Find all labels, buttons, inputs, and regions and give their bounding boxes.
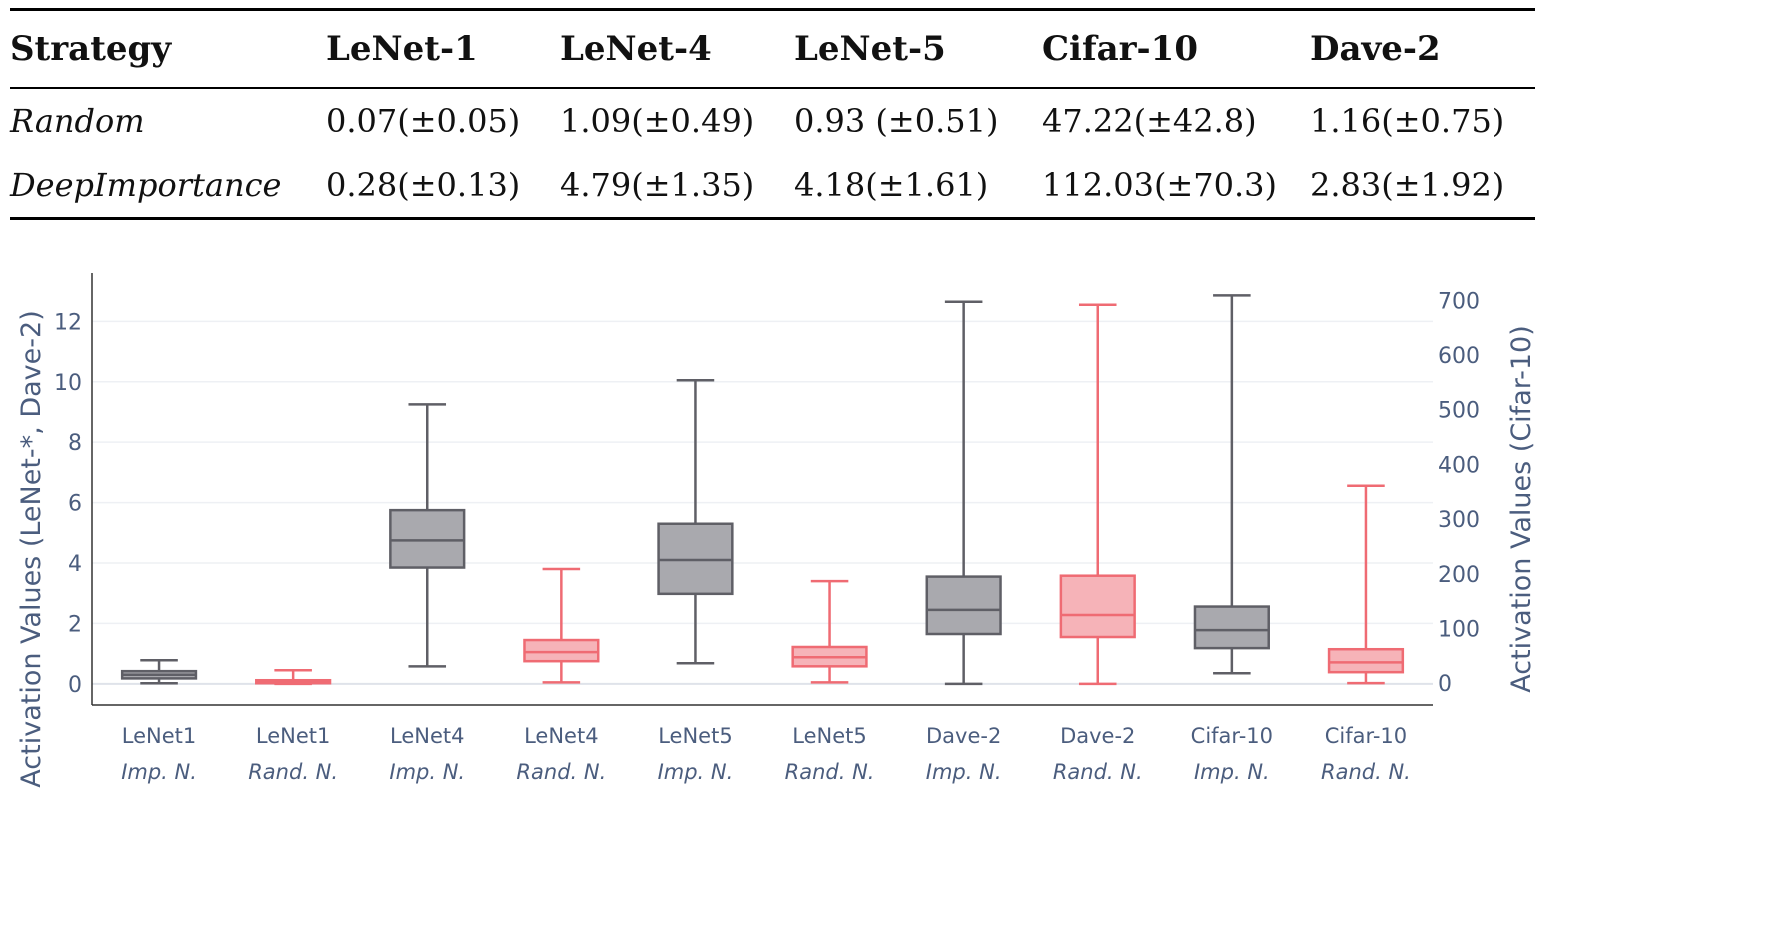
header-lenet-5: LeNet-5: [794, 28, 946, 69]
row-deepimportance-lenet-4: 4.79(±1.35): [560, 166, 755, 204]
category-labels: LeNet1 Imp. N. LeNet1 Rand. N. LeNet4 Imp. N.…: [121, 724, 1411, 784]
iqr-box: [523, 638, 600, 663]
y-tick-label-right: 500: [1438, 399, 1480, 424]
box-lenet1-importance: [120, 659, 198, 685]
box-cifar-10-random: [1327, 484, 1405, 685]
row-deepimportance-dave-2: 2.83(±1.92): [1310, 166, 1505, 204]
y-tick-label-left: 4: [68, 552, 82, 577]
row-random-lenet-5: 0.93 (±0.51): [794, 101, 999, 140]
box-lenet4-random: [523, 567, 600, 684]
row-random-dave-2: 1.16(±0.75): [1310, 101, 1505, 140]
row-random-strategy: Random: [10, 101, 145, 140]
y-axis-title-left: Activation Values (LeNet-*, Dave-2): [16, 310, 47, 787]
iqr-box: [1327, 647, 1405, 674]
y-tick-label-left: 6: [68, 492, 82, 517]
x-tick-label: Dave-2: [1060, 724, 1135, 748]
x-tick-label: Dave-2: [926, 724, 1001, 748]
iqr-box: [925, 575, 1002, 636]
boxes: [120, 294, 1405, 686]
y-tick-label-right: 300: [1438, 508, 1480, 533]
row-deepimportance-lenet-5: 4.18(±1.61): [794, 166, 989, 204]
table-row: Random 0.07(±0.05) 1.09(±0.49) 0.93 (±0.…: [10, 88, 1535, 154]
grid-lines: [92, 320, 1433, 685]
iqr-box: [1193, 605, 1270, 650]
x-tick-label: LeNet5: [658, 724, 732, 748]
x-tick-sublabel: Imp. N.: [658, 760, 734, 784]
y-tick-label-left: 2: [68, 612, 82, 637]
x-tick-label: LeNet1: [122, 724, 196, 748]
y-tick-label-right: 700: [1438, 289, 1480, 314]
y-tick-label-left: 0: [68, 673, 82, 698]
x-tick-label: LeNet5: [792, 724, 866, 748]
x-tick-sublabel: Imp. N.: [121, 760, 197, 784]
y-tick-label-right: 100: [1438, 617, 1480, 642]
x-tick-sublabel: Rand. N.: [1053, 760, 1143, 784]
box-cifar-10-importance: [1193, 294, 1270, 675]
header-strategy: Strategy: [10, 28, 172, 69]
y-tick-label-left: 8: [68, 431, 82, 456]
iqr-box: [1059, 574, 1136, 639]
box-plot-chart: 0 2 4 6 8 10 12 0 100 200 300 400 500 600 700 LeNet1 Im…: [16, 273, 1537, 788]
header-lenet-1: LeNet-1: [326, 28, 478, 69]
x-tick-sublabel: Rand. N.: [516, 760, 606, 784]
y-tick-label-left: 10: [54, 371, 82, 396]
box-lenet1-random: [255, 669, 332, 686]
axes: 0 2 4 6 8 10 12 0 100 200 300 400 500 600 700: [54, 273, 1480, 706]
y-axis-title-right: Activation Values (Cifar-10): [1506, 325, 1537, 693]
y-tick-label-right: 0: [1438, 672, 1452, 697]
y-tick-label-right: 600: [1438, 344, 1480, 369]
box-lenet5-importance: [657, 378, 734, 665]
iqr-box: [389, 508, 466, 569]
x-tick-label: LeNet4: [524, 724, 598, 748]
x-tick-sublabel: Rand. N.: [248, 760, 338, 784]
header-cifar-10: Cifar-10: [1042, 28, 1198, 69]
row-random-lenet-1: 0.07(±0.05): [326, 101, 521, 140]
results-table: Strategy LeNet-1 LeNet-4 LeNet-5 Cifar-1…: [10, 8, 1535, 220]
row-random-lenet-4: 1.09(±0.49): [560, 101, 755, 140]
row-random-cifar-10: 47.22(±42.8): [1042, 101, 1257, 140]
x-tick-sublabel: Imp. N.: [1194, 760, 1270, 784]
box-lenet5-random: [791, 579, 868, 684]
table-row: DeepImportance 0.28(±0.13) 4.79(±1.35) 4…: [10, 153, 1535, 219]
x-tick-label: LeNet1: [256, 724, 330, 748]
x-tick-sublabel: Imp. N.: [389, 760, 465, 784]
x-tick-label: LeNet4: [390, 724, 464, 748]
header-dave-2: Dave-2: [1310, 28, 1441, 69]
row-deepimportance-lenet-1: 0.28(±0.13): [326, 166, 521, 204]
y-tick-label-right: 400: [1438, 453, 1480, 478]
header-lenet-4: LeNet-4: [560, 28, 712, 69]
x-tick-label: Cifar-10: [1191, 724, 1273, 748]
y-tick-label-right: 200: [1438, 563, 1480, 588]
box-lenet4-importance: [389, 403, 466, 668]
x-tick-sublabel: Rand. N.: [1321, 760, 1411, 784]
row-deepimportance-strategy: DeepImportance: [10, 166, 282, 204]
x-tick-label: Cifar-10: [1325, 724, 1407, 748]
x-tick-sublabel: Rand. N.: [785, 760, 875, 784]
box-dave-2-importance: [925, 300, 1002, 686]
table-header-row: Strategy LeNet-1 LeNet-4 LeNet-5 Cifar-1…: [10, 9, 1535, 88]
y-tick-label-left: 12: [54, 310, 82, 335]
row-deepimportance-cifar-10: 112.03(±70.3): [1042, 166, 1277, 204]
box-dave-2-random: [1059, 303, 1136, 686]
x-tick-sublabel: Imp. N.: [926, 760, 1002, 784]
